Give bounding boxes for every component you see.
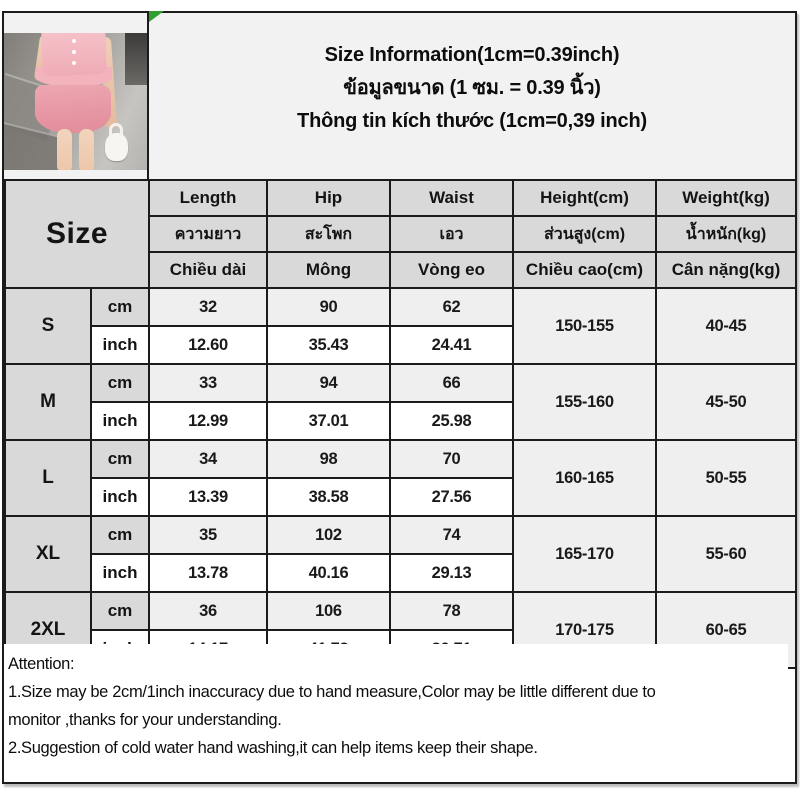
- top-band: Size Information(1cm=0.39inch) ข้อมูลขนา…: [4, 11, 795, 179]
- value-cell-waist-cm: 74: [389, 515, 514, 555]
- model-leg: [79, 129, 94, 170]
- unit-cell-cm: cm: [90, 287, 150, 327]
- unit-cell-inch: inch: [90, 477, 150, 517]
- value-cell-waist-inch: 24.41: [389, 325, 514, 365]
- col-header-weight-vi: Cân nặng(kg): [655, 251, 797, 289]
- green-corner-marker-icon: [149, 11, 164, 22]
- white-bag-handle: [109, 123, 123, 137]
- col-header-hip-th: สะโพก: [266, 215, 391, 253]
- title-vietnamese: Thông tin kích thước (1cm=0,39 inch): [297, 110, 647, 132]
- unit-cell-inch: inch: [90, 553, 150, 593]
- value-cell-weight: 55-60: [655, 515, 797, 593]
- value-cell-height: 160-165: [512, 439, 657, 517]
- value-cell-length-cm: 33: [148, 363, 268, 403]
- value-cell-hip-cm: 98: [266, 439, 391, 479]
- size-cell-m: M: [4, 363, 92, 441]
- value-cell-length-inch: 13.39: [148, 477, 268, 517]
- unit-cell-cm: cm: [90, 515, 150, 555]
- sheet-frame: Size Information(1cm=0.39inch) ข้อมูลขนา…: [2, 11, 797, 784]
- size-cell-xl: XL: [4, 515, 92, 593]
- background-doorway: [125, 33, 147, 85]
- value-cell-hip-cm: 102: [266, 515, 391, 555]
- size-cell-l: L: [4, 439, 92, 517]
- col-header-height-en: Height(cm): [512, 179, 657, 217]
- title-block: Size Information(1cm=0.39inch) ข้อมูลขนา…: [149, 39, 795, 138]
- value-cell-height: 150-155: [512, 287, 657, 365]
- attention-heading: Attention:: [8, 655, 75, 673]
- title-thai: ข้อมูลขนาด (1 ซม. = 0.39 นิ้ว): [343, 77, 601, 99]
- value-cell-weight: 40-45: [655, 287, 797, 365]
- value-cell-hip-inch: 35.43: [266, 325, 391, 365]
- photo-cell: [4, 13, 149, 179]
- button-detail: [72, 39, 76, 43]
- title-english: Size Information(1cm=0.39inch): [324, 44, 620, 66]
- col-header-waist-vi: Vòng eo: [389, 251, 514, 289]
- unit-cell-inch: inch: [90, 325, 150, 365]
- attention-block: Attention: 1.Size may be 2cm/1inch inacc…: [4, 644, 788, 762]
- value-cell-waist-inch: 25.98: [389, 401, 514, 441]
- attention-line: monitor ,thanks for your understanding.: [8, 711, 282, 729]
- value-cell-hip-cm: 94: [266, 363, 391, 403]
- value-cell-hip-inch: 38.58: [266, 477, 391, 517]
- value-cell-height: 155-160: [512, 363, 657, 441]
- value-cell-length-cm: 34: [148, 439, 268, 479]
- value-cell-hip-inch: 37.01: [266, 401, 391, 441]
- value-cell-waist-cm: 70: [389, 439, 514, 479]
- col-header-height-vi: Chiều cao(cm): [512, 251, 657, 289]
- value-cell-waist-inch: 27.56: [389, 477, 514, 517]
- col-header-height-th: ส่วนสูง(cm): [512, 215, 657, 253]
- pink-shorts: [35, 85, 111, 133]
- unit-cell-cm: cm: [90, 591, 150, 631]
- col-header-length-th: ความยาว: [148, 215, 268, 253]
- attention-line: 1.Size may be 2cm/1inch inaccuracy due t…: [8, 683, 656, 701]
- value-cell-waist-inch: 29.13: [389, 553, 514, 593]
- col-header-length-en: Length: [148, 179, 268, 217]
- value-cell-length-cm: 32: [148, 287, 268, 327]
- unit-cell-cm: cm: [90, 363, 150, 403]
- value-cell-hip-cm: 90: [266, 287, 391, 327]
- value-cell-length-inch: 13.78: [148, 553, 268, 593]
- unit-cell-cm: cm: [90, 439, 150, 479]
- col-header-waist-en: Waist: [389, 179, 514, 217]
- value-cell-length-inch: 12.60: [148, 325, 268, 365]
- size-header-cell: Size: [4, 179, 150, 289]
- value-cell-waist-cm: 78: [389, 591, 514, 631]
- value-cell-waist-cm: 62: [389, 287, 514, 327]
- col-header-length-vi: Chiều dài: [148, 251, 268, 289]
- model-leg: [57, 129, 72, 170]
- col-header-weight-th: น้ำหนัก(kg): [655, 215, 797, 253]
- col-header-hip-en: Hip: [266, 179, 391, 217]
- title-cell: Size Information(1cm=0.39inch) ข้อมูลขนา…: [149, 11, 795, 179]
- product-photo: [4, 33, 147, 170]
- value-cell-waist-cm: 66: [389, 363, 514, 403]
- value-cell-hip-inch: 40.16: [266, 553, 391, 593]
- size-table: Size Length Hip Waist Height(cm) Weight(…: [4, 179, 797, 669]
- button-detail: [72, 50, 76, 54]
- value-cell-weight: 50-55: [655, 439, 797, 517]
- value-cell-weight: 45-50: [655, 363, 797, 441]
- unit-cell-inch: inch: [90, 401, 150, 441]
- value-cell-height: 165-170: [512, 515, 657, 593]
- button-detail: [72, 61, 76, 65]
- value-cell-length-cm: 36: [148, 591, 268, 631]
- white-bag: [105, 133, 128, 161]
- value-cell-length-cm: 35: [148, 515, 268, 555]
- col-header-waist-th: เอว: [389, 215, 514, 253]
- col-header-hip-vi: Mông: [266, 251, 391, 289]
- value-cell-length-inch: 12.99: [148, 401, 268, 441]
- value-cell-hip-cm: 106: [266, 591, 391, 631]
- col-header-weight-en: Weight(kg): [655, 179, 797, 217]
- size-cell-s: S: [4, 287, 92, 365]
- attention-line: 2.Suggestion of cold water hand washing,…: [8, 739, 538, 757]
